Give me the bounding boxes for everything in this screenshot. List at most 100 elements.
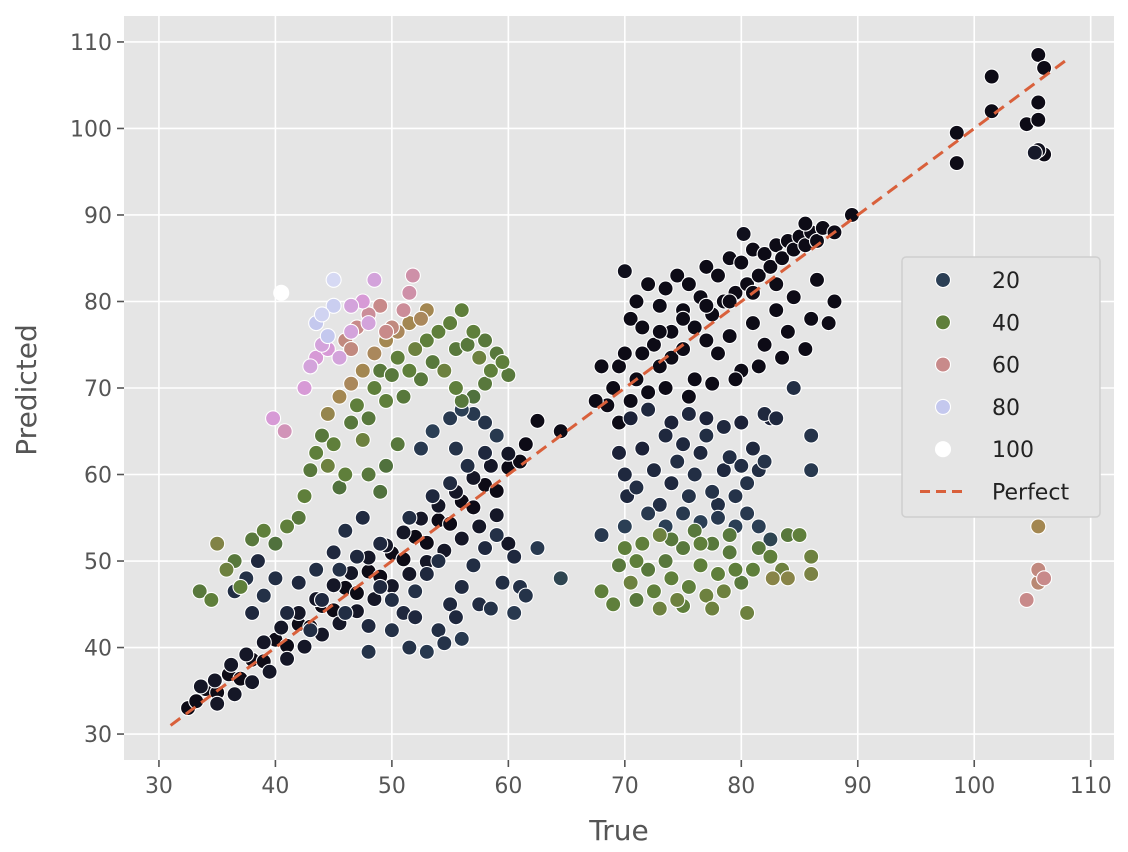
- data-point: [640, 561, 657, 578]
- data-point: [721, 527, 738, 544]
- data-point: [517, 587, 534, 604]
- y-tick-label: 60: [84, 464, 112, 489]
- data-point: [628, 479, 645, 496]
- data-point: [593, 358, 610, 375]
- data-point: [273, 284, 290, 301]
- data-point: [343, 375, 360, 392]
- data-point: [756, 336, 773, 353]
- data-point: [762, 531, 779, 548]
- data-point: [366, 271, 383, 288]
- data-point: [366, 345, 383, 362]
- x-tick-label: 40: [261, 774, 289, 799]
- data-point: [255, 587, 272, 604]
- data-point: [698, 410, 715, 427]
- y-tick-label: 70: [84, 377, 112, 402]
- data-point: [733, 414, 750, 431]
- data-point: [372, 578, 389, 596]
- data-point: [727, 488, 744, 505]
- data-point: [640, 401, 657, 418]
- data-point: [378, 392, 395, 410]
- y-tick-label: 110: [70, 31, 112, 56]
- data-point: [244, 604, 261, 621]
- data-point: [360, 643, 377, 660]
- data-point: [698, 258, 715, 275]
- data-point: [739, 505, 756, 522]
- data-point: [1030, 111, 1047, 128]
- data-point: [232, 578, 249, 596]
- data-point: [482, 600, 499, 617]
- data-point: [506, 548, 523, 565]
- data-point: [686, 466, 703, 483]
- data-point: [669, 591, 686, 609]
- data-point: [657, 427, 674, 444]
- data-point: [337, 466, 354, 483]
- data-point: [733, 457, 750, 474]
- data-point: [657, 280, 674, 297]
- x-tick-label: 70: [611, 774, 639, 799]
- x-tick-label: 90: [844, 774, 872, 799]
- data-point: [552, 570, 569, 587]
- data-point: [430, 552, 447, 570]
- data-point: [401, 362, 418, 379]
- data-point: [453, 578, 470, 596]
- data-point: [721, 293, 738, 310]
- data-point: [750, 518, 767, 535]
- data-point: [313, 427, 331, 444]
- data-point: [418, 643, 435, 660]
- data-point: [302, 462, 319, 479]
- data-point: [354, 431, 371, 448]
- data-point: [325, 436, 342, 453]
- data-point: [354, 509, 371, 526]
- data-point: [383, 622, 400, 639]
- data-point: [721, 544, 738, 561]
- x-axis-label: True: [588, 814, 648, 847]
- data-point: [779, 570, 796, 587]
- data-point: [675, 539, 692, 557]
- data-point: [255, 522, 272, 539]
- data-point: [442, 315, 459, 332]
- data-point: [1030, 518, 1047, 535]
- data-point: [343, 297, 360, 314]
- data-point: [779, 323, 796, 340]
- data-point: [704, 483, 721, 500]
- data-point: [273, 619, 290, 636]
- data-point: [276, 423, 293, 440]
- data-point: [343, 414, 360, 431]
- data-point: [360, 315, 377, 332]
- data-point: [488, 527, 505, 544]
- data-point: [640, 384, 657, 401]
- data-point: [401, 565, 418, 583]
- data-point: [238, 646, 255, 663]
- data-point: [645, 583, 662, 600]
- data-point: [442, 410, 459, 427]
- data-point: [453, 630, 470, 647]
- data-point: [465, 499, 482, 516]
- data-point: [313, 306, 331, 323]
- data-point: [506, 604, 523, 621]
- data-point: [366, 379, 383, 397]
- data-point: [605, 596, 622, 613]
- legend-box: [901, 256, 1101, 518]
- data-point: [279, 650, 296, 667]
- data-point: [663, 475, 680, 492]
- data-point: [494, 353, 511, 371]
- data-point: [331, 388, 348, 405]
- data-point: [692, 557, 709, 574]
- data-point: [698, 427, 715, 444]
- data-point: [337, 604, 354, 621]
- data-point: [634, 345, 651, 362]
- data-point: [477, 414, 494, 431]
- data-point: [610, 444, 628, 461]
- data-point: [733, 254, 750, 271]
- data-point: [191, 583, 208, 600]
- data-point: [337, 522, 354, 539]
- legend-label: 20: [992, 269, 1020, 294]
- data-point: [389, 349, 406, 366]
- data-point: [1018, 591, 1035, 609]
- data-point: [692, 535, 709, 552]
- data-point: [715, 418, 732, 435]
- data-point: [424, 353, 441, 371]
- data-point: [616, 518, 633, 535]
- data-point: [436, 362, 453, 379]
- data-point: [401, 284, 418, 301]
